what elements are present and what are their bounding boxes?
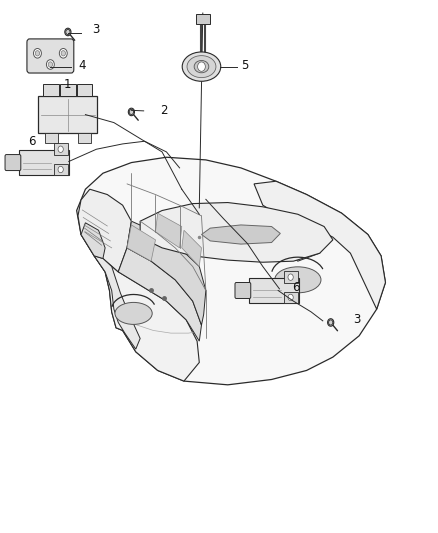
FancyBboxPatch shape — [283, 292, 297, 303]
FancyBboxPatch shape — [77, 84, 92, 96]
Circle shape — [129, 109, 134, 115]
FancyBboxPatch shape — [53, 164, 67, 175]
FancyBboxPatch shape — [53, 143, 67, 155]
Polygon shape — [38, 96, 97, 133]
Polygon shape — [201, 225, 280, 244]
Circle shape — [60, 49, 67, 58]
Ellipse shape — [115, 302, 152, 325]
Circle shape — [288, 294, 293, 301]
Circle shape — [61, 51, 66, 56]
Text: 3: 3 — [92, 23, 99, 36]
Circle shape — [34, 49, 41, 58]
Circle shape — [328, 320, 333, 325]
Polygon shape — [285, 236, 324, 261]
Ellipse shape — [275, 267, 321, 293]
Text: 2: 2 — [160, 104, 168, 117]
FancyBboxPatch shape — [283, 271, 297, 283]
Polygon shape — [94, 256, 199, 381]
Polygon shape — [127, 225, 155, 261]
FancyBboxPatch shape — [78, 133, 91, 143]
Circle shape — [46, 60, 54, 69]
Polygon shape — [182, 230, 201, 266]
Circle shape — [288, 274, 293, 280]
Text: 5: 5 — [241, 59, 248, 72]
Polygon shape — [77, 157, 385, 385]
FancyBboxPatch shape — [27, 39, 74, 73]
Text: 6: 6 — [292, 281, 300, 294]
Text: 3: 3 — [353, 313, 360, 326]
Text: 6: 6 — [28, 135, 36, 148]
Circle shape — [35, 51, 40, 56]
Circle shape — [48, 62, 53, 67]
Text: 1: 1 — [64, 78, 72, 91]
FancyBboxPatch shape — [60, 84, 76, 96]
Circle shape — [198, 62, 205, 71]
Polygon shape — [118, 248, 201, 341]
Polygon shape — [127, 221, 206, 325]
Polygon shape — [78, 189, 131, 272]
Ellipse shape — [194, 60, 209, 73]
Polygon shape — [155, 213, 182, 248]
Circle shape — [58, 146, 63, 152]
FancyBboxPatch shape — [45, 133, 58, 143]
Ellipse shape — [182, 52, 221, 82]
Polygon shape — [94, 256, 140, 349]
Circle shape — [65, 28, 71, 36]
Polygon shape — [81, 223, 105, 259]
Polygon shape — [140, 203, 333, 262]
Text: 4: 4 — [78, 59, 86, 72]
Circle shape — [66, 29, 70, 35]
Circle shape — [58, 166, 63, 173]
FancyBboxPatch shape — [196, 14, 210, 23]
Circle shape — [328, 319, 334, 326]
Circle shape — [128, 108, 134, 116]
Polygon shape — [254, 181, 385, 309]
FancyBboxPatch shape — [43, 84, 59, 96]
FancyBboxPatch shape — [5, 155, 21, 171]
Polygon shape — [249, 278, 299, 303]
Ellipse shape — [187, 55, 216, 78]
FancyBboxPatch shape — [235, 282, 251, 298]
Polygon shape — [18, 150, 69, 175]
